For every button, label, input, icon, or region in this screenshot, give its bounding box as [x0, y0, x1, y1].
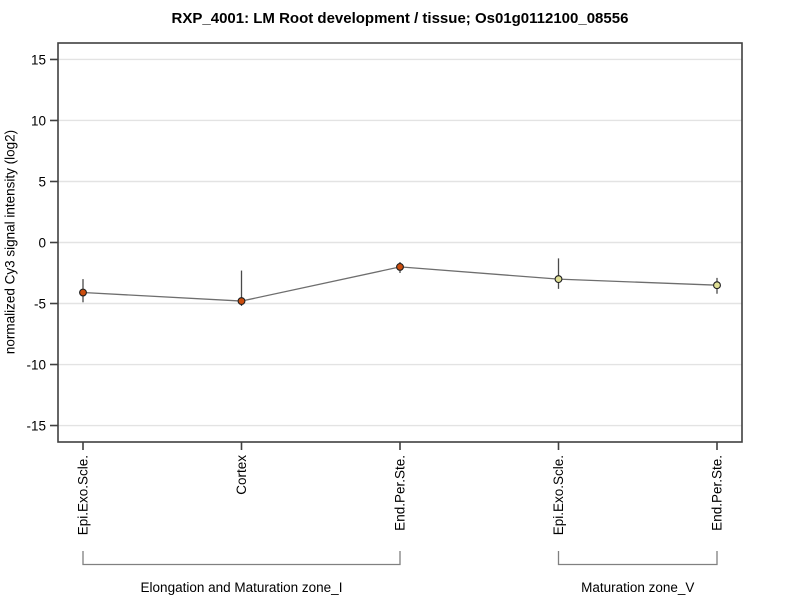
- y-tick-label: 5: [38, 174, 46, 189]
- chart-title: RXP_4001: LM Root development / tissue; …: [171, 10, 629, 27]
- category-label: Cortex: [234, 455, 249, 495]
- y-tick-label: -15: [26, 418, 46, 433]
- group-bracket: [82, 551, 401, 566]
- y-tick-label: 0: [38, 235, 46, 250]
- category-label: End.Per.Ste.: [710, 455, 725, 531]
- group-bracket: [557, 551, 718, 566]
- group-label: Elongation and Maturation zone_I: [141, 580, 343, 595]
- data-point: [713, 281, 721, 290]
- data-point: [237, 297, 246, 306]
- y-tick-label: -10: [26, 357, 46, 372]
- data-point: [554, 275, 563, 284]
- category-label: Epi.Exo.Scle.: [551, 455, 566, 535]
- group-label: Maturation zone_V: [581, 580, 694, 595]
- data-point: [79, 288, 87, 297]
- category-label: End.Per.Ste.: [393, 455, 408, 531]
- y-tick-label: -5: [34, 296, 46, 311]
- data-point: [396, 262, 404, 271]
- y-tick-label: 10: [31, 113, 46, 128]
- category-label: Epi.Exo.Scle.: [76, 455, 91, 535]
- y-tick-label: 15: [31, 52, 46, 67]
